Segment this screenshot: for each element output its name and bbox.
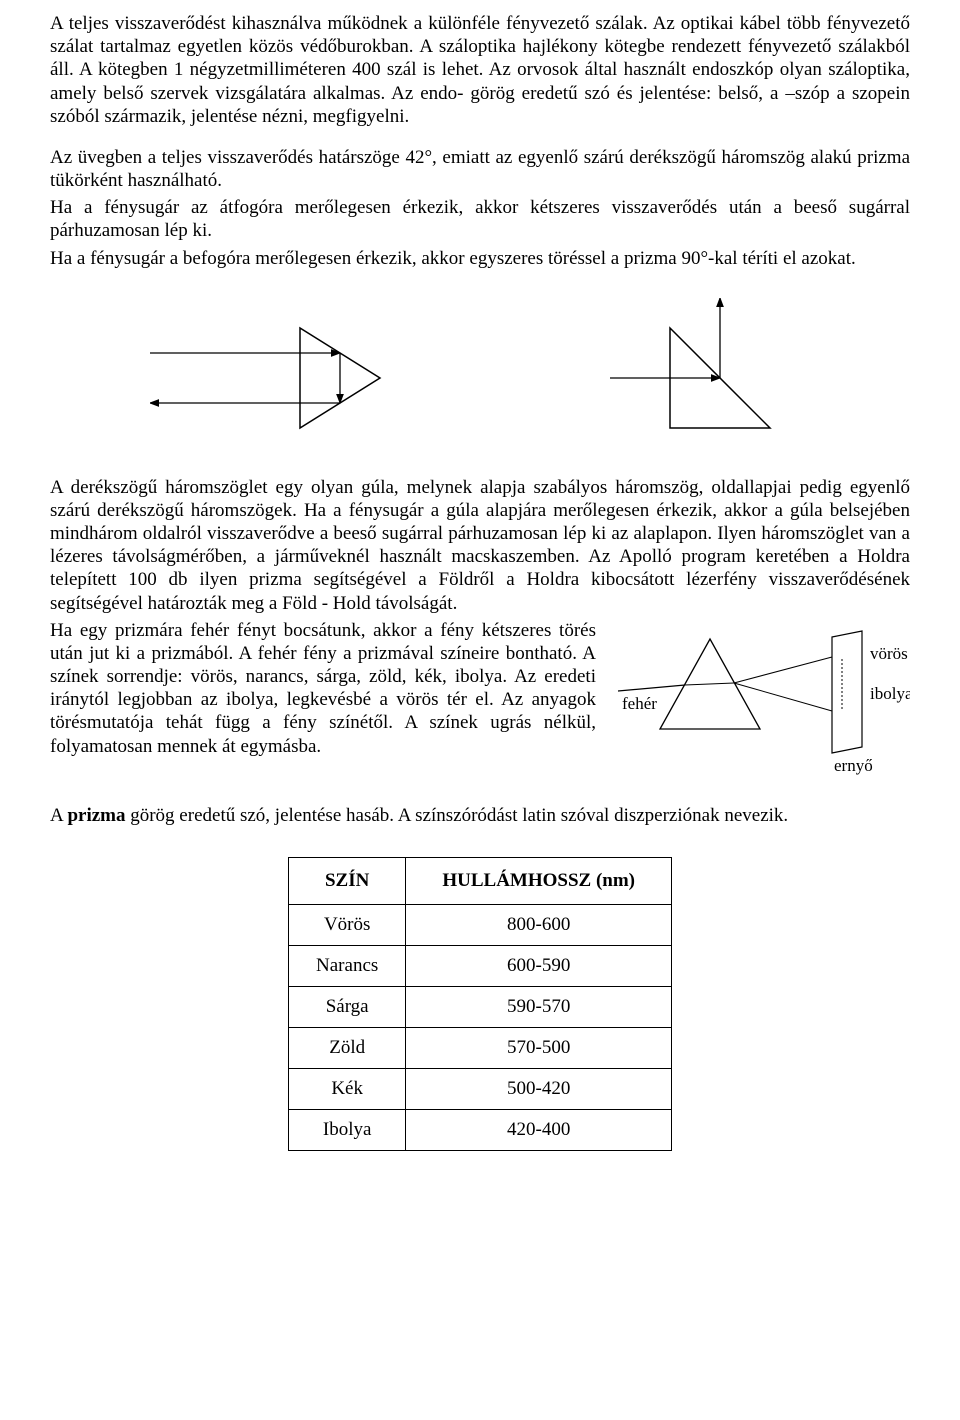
table-row: Narancs 600-590 — [288, 945, 671, 986]
paragraph-cathetus: Ha a fénysugár a befogóra merőlegesen ér… — [50, 247, 910, 270]
document-page: A teljes visszaverődést kihasználva műkö… — [0, 0, 960, 1420]
cell-range: 800-600 — [406, 904, 672, 945]
label-ibolya: ibolya — [870, 684, 910, 703]
table-row: Ibolya 420-400 — [288, 1109, 671, 1150]
table-row: Zöld 570-500 — [288, 1027, 671, 1068]
paragraph-angle: Az üvegben a teljes visszaverődés határs… — [50, 146, 910, 192]
cell-color: Sárga — [288, 986, 405, 1027]
label-voros: vörös — [870, 644, 908, 663]
label-feher: fehér — [622, 694, 657, 713]
paragraph-intro: A teljes visszaverődést kihasználva műkö… — [50, 12, 910, 128]
dispersion-diagram: fehér vörös ibolya ernyő — [610, 619, 910, 779]
cell-range: 500-420 — [406, 1068, 672, 1109]
table-row: Kék 500-420 — [288, 1068, 671, 1109]
table-row: Vörös 800-600 — [288, 904, 671, 945]
col-szin: SZÍN — [288, 857, 405, 904]
paragraph-hypotenuse: Ha a fénysugár az átfogóra merőlegesen é… — [50, 196, 910, 242]
table-row: Sárga 590-570 — [288, 986, 671, 1027]
cell-range: 600-590 — [406, 945, 672, 986]
cell-color: Narancs — [288, 945, 405, 986]
cell-color: Zöld — [288, 1027, 405, 1068]
text-suffix: görög eredetű szó, jelentése hasáb. A sz… — [125, 805, 788, 826]
prism-180-diagram — [150, 298, 410, 448]
col-hullamhossz: HULLÁMHOSSZ (nm) — [406, 857, 672, 904]
table-header-row: SZÍN HULLÁMHOSSZ (nm) — [288, 857, 671, 904]
cell-range: 570-500 — [406, 1027, 672, 1068]
cell-color: Ibolya — [288, 1109, 405, 1150]
paragraph-corner-cube: A derékszögű háromszöglet egy olyan gúla… — [50, 476, 910, 615]
text-prefix: A — [50, 805, 67, 826]
prism-diagrams-row — [50, 298, 910, 448]
cell-range: 420-400 — [406, 1109, 672, 1150]
wavelength-table: SZÍN HULLÁMHOSSZ (nm) Vörös 800-600 Nara… — [288, 857, 672, 1151]
label-ernyo: ernyő — [834, 756, 873, 775]
paragraph-prizma-etym: A prizma görög eredetű szó, jelentése ha… — [50, 804, 910, 827]
cell-color: Kék — [288, 1068, 405, 1109]
text-bold-prizma: prizma — [67, 805, 125, 826]
dispersion-diagram-wrapper: fehér vörös ibolya ernyő — [610, 619, 910, 784]
cell-range: 590-570 — [406, 986, 672, 1027]
prism-90-diagram — [610, 298, 810, 448]
cell-color: Vörös — [288, 904, 405, 945]
